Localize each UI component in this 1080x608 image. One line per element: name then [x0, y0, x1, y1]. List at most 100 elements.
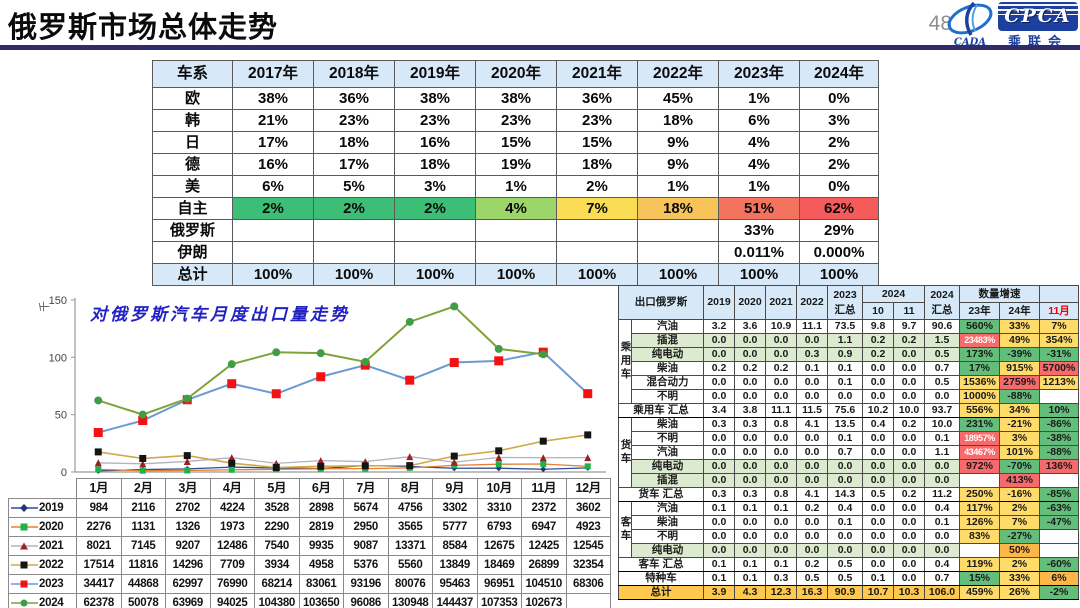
table-row: 不明 0.0 0.0 0.0 0.0 0.0 0.0 0.0 0.0 83% -27% [619, 529, 1080, 544]
header-divider [0, 45, 1080, 50]
share-cell: 100% [799, 263, 879, 286]
value-cell: 0.0 [892, 515, 926, 530]
growth-cell: -38% [1039, 431, 1080, 446]
value-cell: 104380 [254, 593, 300, 608]
value-cell: 0.0 [796, 375, 828, 390]
value-cell: 90.9 [827, 585, 863, 600]
growth-cell: 119% [959, 557, 1001, 572]
month-header-row: 1月 2月 3月 4月 5月 6月 7月 8月 9月 10月 11月 12月 [8, 478, 611, 499]
market-share-table: 车系 2017年 2018年 2019年 2020年 2021年 2022年 2023年 202… [152, 60, 879, 286]
value-cell: 0.0 [765, 431, 797, 446]
value-cell: 2116 [120, 498, 166, 518]
value-cell: 93.7 [924, 403, 961, 418]
value-cell: 0.0 [703, 459, 735, 474]
value-cell: 0.1 [734, 571, 766, 586]
value-cell: 0.0 [703, 529, 735, 544]
growth-cell: 1000% [959, 389, 1001, 404]
value-cell: 0.0 [862, 445, 894, 460]
growth-cell: 83% [959, 529, 1001, 544]
value-cell: 94025 [209, 593, 255, 608]
growth-cell: -60% [1039, 557, 1080, 572]
value-cell: 0.0 [734, 347, 766, 362]
growth-cell: 17% [959, 361, 1001, 376]
growth-cell: 23483% [959, 333, 1001, 348]
export-col-header [1039, 285, 1080, 303]
value-cell: 10.0 [892, 403, 926, 418]
value-cell: 11.1 [796, 319, 828, 334]
table-row: 不明 0.0 0.0 0.0 0.0 0.1 0.0 0.0 0.1 18957% 3% -38% [619, 431, 1080, 446]
value-cell: 4958 [298, 555, 344, 575]
growth-cell: 250% [959, 487, 1001, 502]
growth-cell: 34% [999, 403, 1041, 418]
value-cell: 0.0 [796, 515, 828, 530]
growth-cell [1039, 473, 1080, 488]
vehicle-group-label: 客车 [618, 501, 632, 558]
growth-cell [1039, 389, 1080, 404]
growth-cell: 50% [999, 543, 1041, 558]
value-cell: 3528 [254, 498, 300, 518]
share-cell: 21% [232, 109, 314, 132]
chart-data-table: 1月 2月 3月 4月 5月 6月 7月 8月 9月 10月 11月 12月 2019 984 2116 27… [8, 478, 611, 608]
summary-row-label: 特种车 [618, 571, 704, 586]
share-cell: 17% [232, 131, 314, 154]
export-col-header: 出口俄罗斯 [618, 285, 704, 320]
value-cell: 130948 [387, 593, 433, 608]
value-cell: 17514 [76, 555, 122, 575]
value-cell: 0.0 [892, 543, 926, 558]
value-cell: 4.1 [796, 487, 828, 502]
table-row: 货车 柴油 0.3 0.3 0.8 4.1 13.5 0.4 0.2 10.0 231% -21% -8… [618, 417, 1080, 488]
vehicle-group-label: 乘用车 [618, 319, 632, 404]
svg-text:150: 150 [49, 295, 67, 307]
growth-cell [959, 473, 1001, 488]
value-cell: 68306 [565, 574, 611, 594]
export-col-header: 2022 [796, 285, 828, 320]
growth-cell: 231% [959, 417, 1001, 432]
growth-cell: -88% [1039, 445, 1080, 460]
value-cell: 0.0 [892, 501, 926, 516]
value-cell: 0.0 [796, 529, 828, 544]
growth-cell: 7% [999, 515, 1041, 530]
value-cell: 0.3 [703, 487, 735, 502]
growth-cell: -2% [1039, 585, 1080, 600]
value-cell: 26899 [521, 555, 567, 575]
page-number: 48 [928, 12, 952, 35]
value-cell: 10.9 [765, 319, 797, 334]
share-cell: 2% [394, 197, 476, 220]
value-cell: 44868 [120, 574, 166, 594]
share-cell [637, 219, 719, 242]
share-row-name: 德 [152, 153, 233, 176]
table-row: 汽油 0.0 0.0 0.0 0.0 0.7 0.0 0.0 1.1 43467% 101% -88% [619, 445, 1080, 460]
growth-cell: 1213% [1039, 375, 1080, 390]
fuel-type-label: 不明 [631, 431, 704, 446]
summary-row-label: 货车 汇总 [618, 487, 704, 502]
cpca-logo: CPCA 乘联会 [998, 2, 1078, 49]
share-cell: 5% [313, 175, 395, 198]
export-col-header: 2021 [765, 285, 797, 320]
value-cell: 0.1 [703, 501, 735, 516]
svg-text:千: 千 [38, 301, 51, 312]
fuel-type-label: 不明 [631, 389, 704, 404]
month-label: 4月 [209, 478, 255, 499]
value-cell: 12425 [521, 536, 567, 556]
value-cell: 3.2 [703, 319, 735, 334]
legend-year-label: 2022 [39, 559, 64, 571]
value-cell: 0.0 [892, 375, 926, 390]
value-cell: 3934 [254, 555, 300, 575]
share-cell: 1% [637, 175, 719, 198]
value-cell: 0.0 [862, 361, 894, 376]
fuel-type-label: 插混 [631, 333, 704, 348]
value-cell: 0.2 [734, 361, 766, 376]
value-cell: 0.3 [796, 347, 828, 362]
share-cell: 17% [313, 153, 395, 176]
share-cell: 2% [799, 131, 879, 154]
table-row: 韩 21% 23% 23% 23% 23% 18% 6% 3% [152, 109, 879, 132]
svg-text:50: 50 [55, 410, 67, 422]
value-cell: 0.0 [924, 473, 961, 488]
share-cell: 16% [232, 153, 314, 176]
value-cell: 0.3 [734, 487, 766, 502]
value-cell: 14296 [165, 555, 211, 575]
share-col-header: 2024年 [799, 60, 879, 88]
value-cell: 0.0 [734, 389, 766, 404]
growth-cell: 10% [1039, 403, 1080, 418]
value-cell: 11816 [120, 555, 166, 575]
